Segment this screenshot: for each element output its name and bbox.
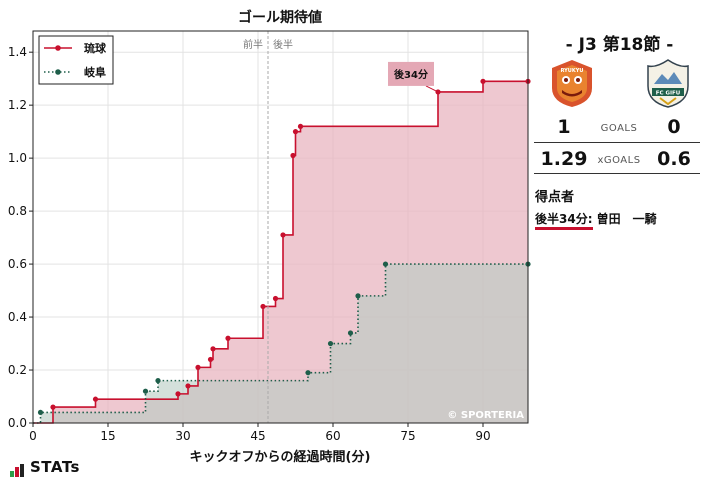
data-point [142,388,149,394]
data-point [382,261,389,267]
data-point [327,340,334,347]
data-point [272,295,279,302]
legend-swatch-marker [55,45,61,51]
divider [534,142,700,143]
y-tick-label: 0.0 [8,416,27,430]
data-point [175,391,181,397]
scorers-title: 得点者 [535,190,575,205]
match-panel: - J3 第18節 - RYUKYU FC GIFU 1 GOALS 0 1.2… [532,0,707,479]
away-goals: 0 [667,116,681,138]
plot-frame [32,30,529,424]
x-tick-label: 90 [475,429,490,443]
y-tick-label: 0.6 [8,257,27,271]
y-tick-label: 0.8 [8,204,27,218]
data-point [297,123,304,129]
goal-callout-line [425,85,439,93]
away-team-logo: FC GIFU [647,59,689,108]
xgoals-label: xGOALS [597,155,641,166]
data-point [290,152,296,159]
data-point [210,346,216,352]
data-point [225,335,231,341]
legend-swatch-marker [55,69,61,75]
x-axis-label: キックオフからの経過時間(分) [190,449,371,465]
data-point [355,293,361,299]
scorer-name: 曽田 一騎 [592,212,657,226]
data-point [155,378,161,384]
home-goals: 1 [557,116,571,138]
y-tick-label: 1.0 [8,151,27,165]
series-area-1 [33,264,528,423]
brand-logo: STATs [10,458,80,477]
watermark: © SPORTERIA [447,410,524,421]
away-xg: 0.6 [657,148,691,170]
x-tick-label: 0 [29,429,37,443]
data-point [37,409,44,416]
brand-name: STATs [30,458,80,476]
series-line-0 [33,80,528,424]
y-tick-label: 0.2 [8,363,27,377]
home-team-logo: RYUKYU [552,60,592,107]
data-point [305,370,311,376]
stats-bars-icon [10,459,25,477]
data-point [92,396,99,402]
home-xg: 1.29 [540,148,588,170]
x-tick-label: 15 [100,429,115,443]
svg-text:FC GIFU: FC GIFU [656,91,681,97]
chart-title: ゴール期待値 [238,9,322,26]
x-tick-label: 60 [325,429,340,443]
divider [534,173,700,174]
x-tick-label: 30 [175,429,190,443]
legend-box [38,35,114,85]
goals-row: 1 GOALS 0 [534,116,702,140]
goal-callout-box [388,61,434,86]
data-point [480,78,486,84]
goals-label: GOALS [600,123,638,134]
match-title: - J3 第18節 - [565,35,674,55]
y-tick-label: 1.4 [8,45,27,59]
y-tick-label: 1.2 [8,98,27,112]
legend-label: 岐阜 [84,65,106,79]
x-tick-label: 45 [250,429,265,443]
scorer-time: 後半34分: [535,212,593,230]
data-point [195,364,201,370]
data-point [292,129,299,135]
data-point [347,330,354,336]
y-tick-label: 0.4 [8,310,27,324]
scorer-item: 後半34分: 曽田 一騎 [535,210,657,230]
halftime-label-second: 後半 [273,38,293,51]
x-tick-label: 75 [400,429,415,443]
data-point [207,356,214,363]
svg-text:RYUKYU: RYUKYU [561,68,584,74]
data-point [260,303,266,310]
legend-label: 琉球 [84,41,107,55]
series-line-1 [33,263,528,424]
halftime-label-first: 前半 [243,38,263,51]
data-point [280,232,286,238]
data-point [185,383,191,389]
data-point [50,404,56,410]
xgoals-row: 1.29 xGOALS 0.6 [534,148,702,172]
goal-callout-label: 後34分 [394,68,428,81]
